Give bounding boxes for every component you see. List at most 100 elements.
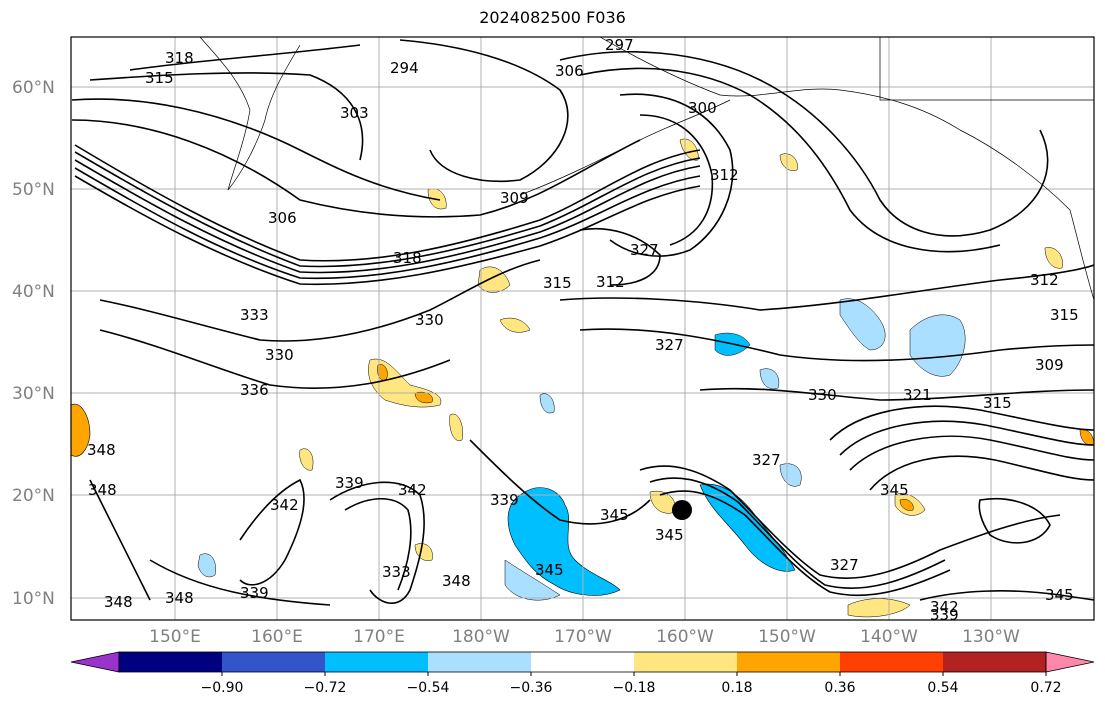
lon-label: 140°W [860,627,918,647]
contour-label: 318 [393,249,422,267]
positive-anomaly-region [779,153,798,171]
positive-anomaly-region [299,448,314,471]
colorbar-tick-label: −0.72 [304,680,347,696]
contour-label: 345 [1045,586,1074,604]
contour-label: 309 [1035,356,1064,374]
positive-anomaly-region [71,403,91,457]
map-border [70,36,1095,621]
lon-label: 150°E [149,627,201,647]
contour-label: 327 [752,451,781,469]
negative-anomaly-region [197,553,216,578]
lat-label: 60°N [12,78,55,98]
negative-anomaly-region [839,298,886,351]
contour-label: 330 [808,386,837,404]
positive-anomaly-region [414,391,433,404]
contour-label: 345 [880,481,909,499]
contour-label: 348 [442,572,471,590]
contour-label: 306 [268,209,297,227]
lon-label: 160°W [656,627,714,647]
lat-label: 40°N [12,282,55,302]
negative-anomaly-region [779,463,802,487]
contour-label: 315 [543,274,572,292]
colorbar-segment [222,652,326,672]
contour-label: 336 [240,381,269,399]
contour-label: 345 [600,506,629,524]
lon-label: 150°W [758,627,816,647]
positive-anomaly-region [499,317,531,333]
kamchatka-coastline [199,37,251,191]
contour-label: 348 [88,481,117,499]
lat-label: 50°N [12,180,55,200]
positive-anomaly-region [1044,247,1063,269]
colorbar-tick-label: −0.18 [613,680,656,696]
colorbar-segment [428,652,532,672]
contour-labels: 318 315 294 297 306 300 303 312 309 306 … [87,36,1079,624]
lon-label: 130°W [962,627,1020,647]
contour-label: 330 [265,346,294,364]
latitude-labels: 60°N 50°N 40°N 30°N 20°N 10°N [12,78,55,609]
north-america-coastline [1069,209,1094,301]
positive-anomaly-region [899,499,914,511]
contour-label: 312 [596,273,625,291]
contour-label: 345 [655,526,684,544]
colorbar-segment [737,652,841,672]
colorbar-segment [531,652,635,672]
contour-label: 348 [165,589,194,607]
contour-label: 342 [398,481,427,499]
colorbar-segment [119,652,223,672]
colorbar-segment [634,652,738,672]
contour-label: 297 [605,36,634,54]
colorbar-tick-label: 0.36 [824,680,855,696]
lon-label: 170°E [353,627,405,647]
map-title: 2024082500 F036 [479,8,626,27]
contour-label: 312 [710,166,739,184]
negative-anomaly-region [539,393,555,414]
colorbar-extend-high [1045,651,1095,673]
contour-label: 300 [688,99,717,117]
kamchatka-coastline [227,44,301,191]
contour-label: 348 [104,593,133,611]
colorbar-segment [943,652,1047,672]
lat-label: 30°N [12,384,55,404]
lat-label: 20°N [12,486,55,506]
contour-label: 339 [240,584,269,602]
contour-label: 315 [983,394,1012,412]
colorbar-segment [325,652,429,672]
contour-label: 345 [535,561,564,579]
shaded-fields [71,138,1094,618]
contour-label: 315 [145,69,174,87]
colorbar-tick-label: 0.18 [721,680,752,696]
contour-label: 294 [390,59,419,77]
contour-label: 315 [1050,306,1079,324]
contour-label: 321 [903,386,932,404]
contour-label: 303 [340,104,369,122]
colorbar-tick-label: 0.54 [927,680,958,696]
contour-label: 306 [555,62,584,80]
contour-label: 327 [830,556,859,574]
alaska-coastline [599,37,1071,211]
lon-label: 170°W [554,627,612,647]
colorbar-border [118,651,1047,673]
negative-anomaly-region [699,483,796,572]
contour-label: 348 [87,441,116,459]
lon-label: 160°E [251,627,303,647]
contour-label: 327 [655,336,684,354]
contour-label: 342 [270,496,299,514]
colorbar-tick-label: −0.36 [510,680,553,696]
negative-anomaly-region [504,559,561,601]
colorbar-tick-label: −0.54 [407,680,450,696]
theta-e-contours [71,39,1094,606]
contour-label: 339 [930,606,959,624]
contour-label: 342 [930,598,959,616]
contour-label: 309 [500,189,529,207]
contour-label: 333 [240,306,269,324]
contour-label: 339 [335,474,364,492]
positive-anomaly-region [449,413,463,442]
colorbar-tick-label: 0.72 [1030,680,1061,696]
longitude-labels: 150°E 160°E 170°E 180°W 170°W 160°W 150°… [149,627,1020,647]
canada-border [879,37,1094,101]
contour-label: 333 [382,563,411,581]
storm-center-dot [672,500,692,520]
lon-label: 180°W [452,627,510,647]
